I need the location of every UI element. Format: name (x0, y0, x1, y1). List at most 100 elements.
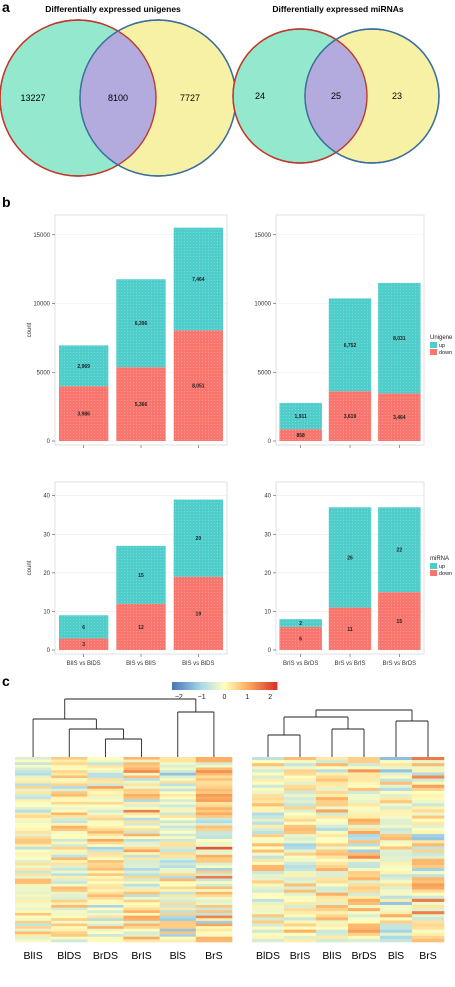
heatmap-cell (195, 915, 233, 919)
heatmap-cell (87, 844, 124, 848)
heatmap-cell (195, 788, 233, 792)
heatmap-cell (348, 868, 381, 872)
heatmap-cell (412, 926, 445, 930)
heatmap-cell (380, 809, 413, 813)
heatmap-cell (123, 801, 160, 805)
heatmap-cell (51, 764, 88, 768)
heatmap-cell (252, 864, 285, 869)
heatmap-cell (316, 815, 349, 819)
heatmap-cell (195, 772, 233, 776)
heatmap-cell (252, 871, 285, 875)
heatmap-cell (316, 757, 349, 761)
heatmap-cell (380, 818, 413, 823)
heatmap-cell (159, 846, 197, 850)
bar-chart: 0 10 20 30 40 6 2 BrIS vs BrDS 11 26 BrS vs BrIS 15… (264, 481, 425, 667)
heatmap-cell (195, 905, 233, 908)
colorbar-segment (275, 682, 278, 690)
heatmap-cell (159, 828, 197, 832)
heatmap-cell (159, 928, 197, 932)
x-tick-label: BrS vs BrDS (382, 661, 416, 667)
heatmap-cell (51, 796, 88, 800)
heatmap-cell (412, 831, 445, 835)
heatmap-cell (412, 849, 445, 853)
heatmap-cell (412, 898, 445, 903)
heatmap-cell (252, 763, 285, 767)
heatmap-cell (123, 849, 160, 853)
bar-label-down: 858 (296, 433, 305, 439)
heatmap-cell (316, 831, 349, 835)
heatmap-cell (159, 862, 197, 866)
heatmap-cell (87, 809, 124, 813)
heatmap-cell (15, 854, 52, 858)
heatmap-cell (123, 772, 160, 776)
heatmap-cell (51, 762, 88, 766)
heatmap-cell (51, 915, 88, 919)
heatmap-cell (87, 854, 124, 858)
colorbar-tick-label: 1 (245, 694, 249, 701)
heatmap-cell (195, 865, 233, 869)
heatmap-cell (412, 929, 445, 934)
heatmap-cell (380, 840, 413, 844)
heatmap-cell (87, 820, 124, 824)
heatmap-cell (15, 902, 52, 906)
heatmap-cell (195, 889, 233, 893)
heatmap-cell (195, 762, 233, 766)
heatmap-cell (195, 912, 233, 916)
heatmap-cell (123, 873, 160, 877)
heatmap-cell (15, 883, 52, 887)
heatmap-cell (284, 901, 317, 906)
heatmap-cell (348, 926, 381, 930)
heatmap-cell (87, 878, 124, 882)
heatmap-cell (412, 880, 445, 884)
heatmap-cell (195, 860, 233, 864)
heatmap-cell (252, 834, 285, 838)
heatmap-cell (348, 871, 381, 875)
colorbar-segment (175, 682, 178, 690)
heatmap-cell (123, 936, 160, 940)
heatmap-cell (380, 914, 413, 918)
heatmap-cell (51, 939, 88, 943)
heatmap-cell (348, 898, 381, 903)
heatmap-cell (348, 914, 381, 918)
colorbar-segment (207, 682, 210, 690)
heatmap-cell (412, 938, 445, 943)
x-tick-label: BlS vs BlIS (126, 661, 156, 667)
legend-title: Unigene (430, 335, 453, 341)
heatmap-cell (316, 871, 349, 875)
heatmap-cell (15, 809, 52, 813)
heatmap-cell (412, 812, 445, 816)
heatmap-cell (51, 868, 88, 871)
heatmap-cell (159, 918, 197, 922)
y-tick-label: 30 (43, 532, 50, 538)
colorbar-segment (221, 682, 224, 690)
heatmap-cell (51, 841, 88, 845)
heatmap-cell (348, 790, 381, 795)
heatmap-column-label: BrIS (131, 950, 151, 962)
heatmap-cell (195, 791, 233, 795)
heatmap-cell (51, 886, 88, 890)
heatmap-cell (348, 864, 381, 869)
heatmap-cell (51, 775, 88, 779)
bar-label-down: 3,464 (393, 415, 406, 421)
heatmap-cell (195, 902, 233, 906)
heatmap-cell (284, 889, 317, 893)
heatmap-cell (159, 838, 197, 842)
heatmap-cell (316, 889, 349, 893)
heatmap-cell (87, 886, 124, 890)
heatmap-cell (15, 852, 52, 856)
heatmap-cell (316, 769, 349, 773)
heatmap-cell (87, 920, 124, 924)
heatmap-cell (123, 905, 160, 908)
heatmap-cell (159, 759, 197, 763)
heatmap-cell (252, 932, 285, 937)
heatmap-cell (15, 772, 52, 776)
heatmap-cell (284, 790, 317, 795)
heatmap-cell (316, 787, 349, 792)
colorbar: −2 −1 0 1 2 (172, 682, 278, 701)
bar-chart: 0 10 20 30 40 count 3 6 BlIS vs BlDS 12 15 BlS vs B… (27, 481, 228, 667)
heatmap-cell (348, 797, 381, 801)
heatmap-cell (252, 806, 285, 810)
heatmap-cell (87, 865, 124, 869)
heatmap-cell (159, 860, 197, 864)
heatmap-cell (252, 886, 285, 890)
